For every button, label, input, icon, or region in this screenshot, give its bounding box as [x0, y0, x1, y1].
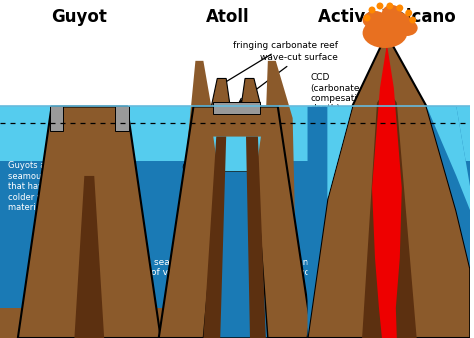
Ellipse shape: [363, 11, 387, 29]
Polygon shape: [308, 44, 470, 338]
Polygon shape: [211, 78, 230, 106]
Polygon shape: [169, 61, 213, 338]
Polygon shape: [241, 78, 261, 106]
Text: Guyot: Guyot: [51, 8, 107, 26]
Circle shape: [386, 2, 393, 9]
Circle shape: [364, 15, 371, 22]
Polygon shape: [18, 106, 161, 338]
Bar: [0, 106, 470, 338]
Polygon shape: [159, 106, 312, 338]
Text: fringing carbonate reef: fringing carbonate reef: [222, 41, 338, 84]
Text: A seamount is any submarine mountain
of volcanic or tectonic origin. Guyots
are : A seamount is any submarine mountain of …: [145, 258, 326, 288]
Bar: [50, 106, 64, 131]
Polygon shape: [203, 171, 268, 338]
Circle shape: [405, 9, 412, 17]
Ellipse shape: [396, 20, 418, 36]
Bar: [115, 106, 129, 131]
Polygon shape: [362, 88, 417, 338]
Polygon shape: [372, 44, 402, 338]
Polygon shape: [74, 176, 104, 338]
Bar: [0, 308, 470, 338]
Polygon shape: [427, 106, 470, 211]
Text: CCD
(carbonate
compesation
depth): CCD (carbonate compesation depth): [310, 73, 369, 113]
Bar: [0, 106, 470, 162]
Text: Atoll: Atoll: [206, 8, 250, 26]
Circle shape: [369, 6, 375, 14]
Ellipse shape: [382, 5, 402, 21]
Bar: [213, 102, 260, 115]
Polygon shape: [213, 137, 261, 171]
Polygon shape: [258, 61, 298, 338]
Polygon shape: [308, 106, 352, 338]
Ellipse shape: [363, 18, 407, 48]
Text: wave-cut surface: wave-cut surface: [239, 53, 338, 102]
Text: (extinct volcano): (extinct volcano): [182, 162, 258, 171]
Text: Guyots are flat-topped
seamounts (like atolls)
that have sank into deeper,
colde: Guyots are flat-topped seamounts (like a…: [8, 162, 142, 212]
Polygon shape: [427, 106, 470, 268]
Polygon shape: [246, 137, 266, 338]
Circle shape: [376, 2, 383, 9]
Ellipse shape: [382, 12, 412, 34]
Text: Active Volcano: Active Volcano: [318, 8, 456, 26]
Polygon shape: [203, 137, 226, 338]
Polygon shape: [328, 106, 352, 199]
Circle shape: [409, 17, 416, 24]
Bar: [0, 0, 470, 106]
Circle shape: [396, 4, 403, 11]
